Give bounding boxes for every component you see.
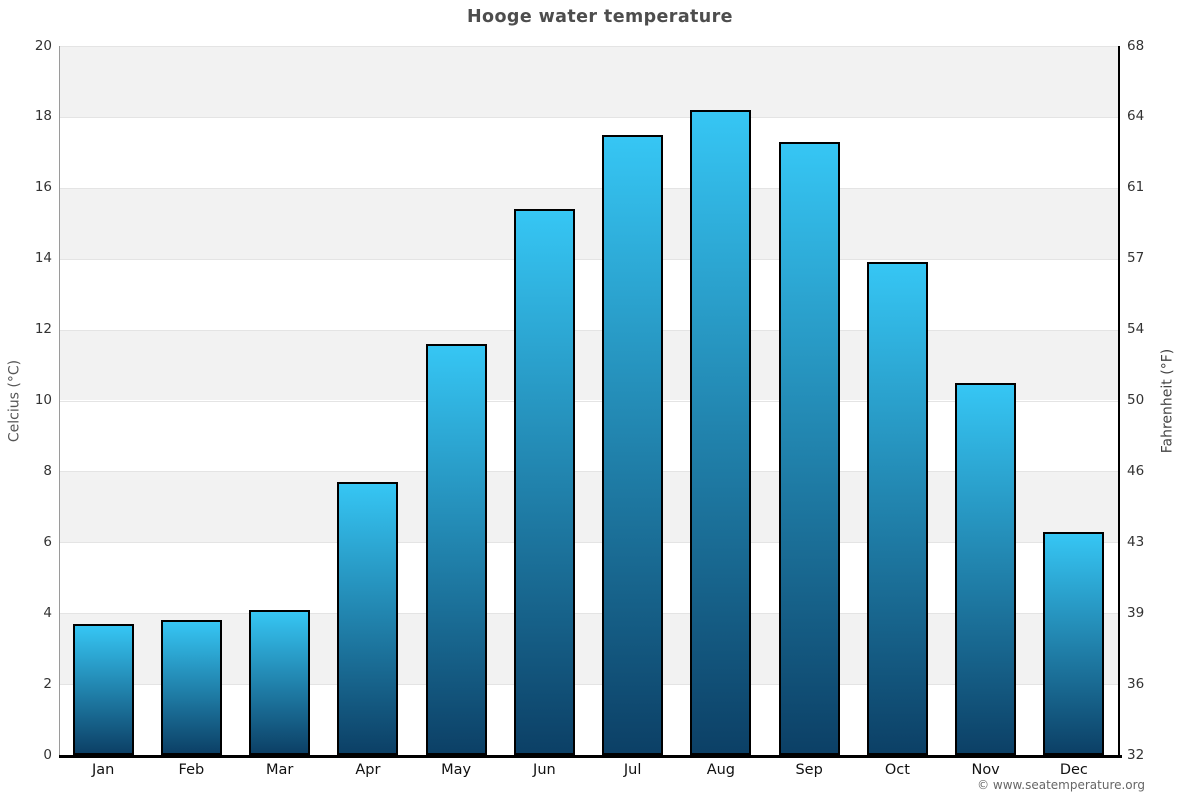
month-label-feb: Feb xyxy=(178,762,205,778)
bar-jun xyxy=(513,209,575,755)
month-label-jun: Jun xyxy=(533,762,556,778)
bar-sep xyxy=(778,141,840,755)
gridline-2c xyxy=(59,684,1118,686)
bar-feb xyxy=(160,620,222,755)
month-label-jul: Jul xyxy=(623,762,642,778)
month-label-sep: Sep xyxy=(795,762,823,778)
gridline-16c xyxy=(59,187,1118,189)
fahrenheit-tick-61: 61 xyxy=(1127,179,1145,196)
gridband-2c xyxy=(59,613,1118,685)
fahrenheit-axis-line xyxy=(1118,46,1120,758)
fahrenheit-tick-36: 36 xyxy=(1127,675,1145,692)
bar-jul xyxy=(602,134,664,755)
celsius-tick-10: 10 xyxy=(34,392,52,408)
fahrenheit-axis-title: Fahrenheit (°F) xyxy=(1159,348,1176,454)
month-label-mar: Mar xyxy=(265,762,294,778)
bar-dec xyxy=(1043,531,1105,755)
chart-title: Hooge water temperature xyxy=(467,7,733,27)
month-label-nov: Nov xyxy=(971,762,1000,778)
bar-apr xyxy=(337,482,399,755)
celsius-tick-12: 12 xyxy=(34,321,52,338)
celsius-tick-14: 14 xyxy=(34,250,52,267)
copyright-text: © www.seatemperature.org xyxy=(977,778,1145,792)
gridline-20c xyxy=(59,46,1118,47)
gridline-12c xyxy=(59,329,1118,331)
bar-nov xyxy=(955,382,1017,755)
bar-aug xyxy=(690,109,752,755)
bar-jan xyxy=(72,623,134,755)
celsius-tick-16: 16 xyxy=(34,179,52,196)
month-label-apr: Apr xyxy=(355,762,381,778)
celsius-axis-title: Celcius (°C) xyxy=(6,359,23,443)
fahrenheit-tick-32: 32 xyxy=(1127,746,1145,763)
month-label-may: May xyxy=(441,762,472,778)
fahrenheit-tick-64: 64 xyxy=(1127,108,1145,125)
gridband-18c xyxy=(59,46,1118,117)
gridline-8c xyxy=(59,471,1118,473)
fahrenheit-tick-54: 54 xyxy=(1127,321,1145,338)
celsius-tick-0: 0 xyxy=(43,746,52,763)
fahrenheit-tick-39: 39 xyxy=(1127,604,1145,621)
gridline-6c xyxy=(59,542,1118,544)
celsius-tick-4: 4 xyxy=(43,604,52,621)
gridline-4c xyxy=(59,613,1118,615)
gridband-6c xyxy=(59,471,1118,543)
bar-may xyxy=(425,343,487,755)
celsius-tick-20: 20 xyxy=(34,37,52,54)
celsius-tick-6: 6 xyxy=(43,533,52,550)
plot-area xyxy=(59,46,1118,755)
bar-mar xyxy=(249,609,311,755)
fahrenheit-tick-46: 46 xyxy=(1127,462,1145,479)
celsius-tick-2: 2 xyxy=(43,675,52,692)
celsius-tick-18: 18 xyxy=(34,108,52,125)
month-label-dec: Dec xyxy=(1059,762,1088,778)
fahrenheit-tick-50: 50 xyxy=(1127,392,1145,408)
month-label-jan: Jan xyxy=(91,762,115,778)
month-label-aug: Aug xyxy=(706,762,736,778)
celsius-tick-8: 8 xyxy=(43,462,52,479)
fahrenheit-tick-57: 57 xyxy=(1127,250,1145,267)
gridline-10c xyxy=(59,400,1118,402)
month-label-oct: Oct xyxy=(884,762,910,778)
gridline-14c xyxy=(59,258,1118,260)
x-axis-line xyxy=(59,755,1122,758)
bar-oct xyxy=(866,262,928,755)
celsius-axis-line xyxy=(59,46,60,755)
fahrenheit-tick-68: 68 xyxy=(1127,37,1145,54)
fahrenheit-tick-43: 43 xyxy=(1127,533,1145,550)
gridband-14c xyxy=(59,187,1118,259)
gridband-10c xyxy=(59,329,1118,401)
gridline-18c xyxy=(59,116,1118,118)
